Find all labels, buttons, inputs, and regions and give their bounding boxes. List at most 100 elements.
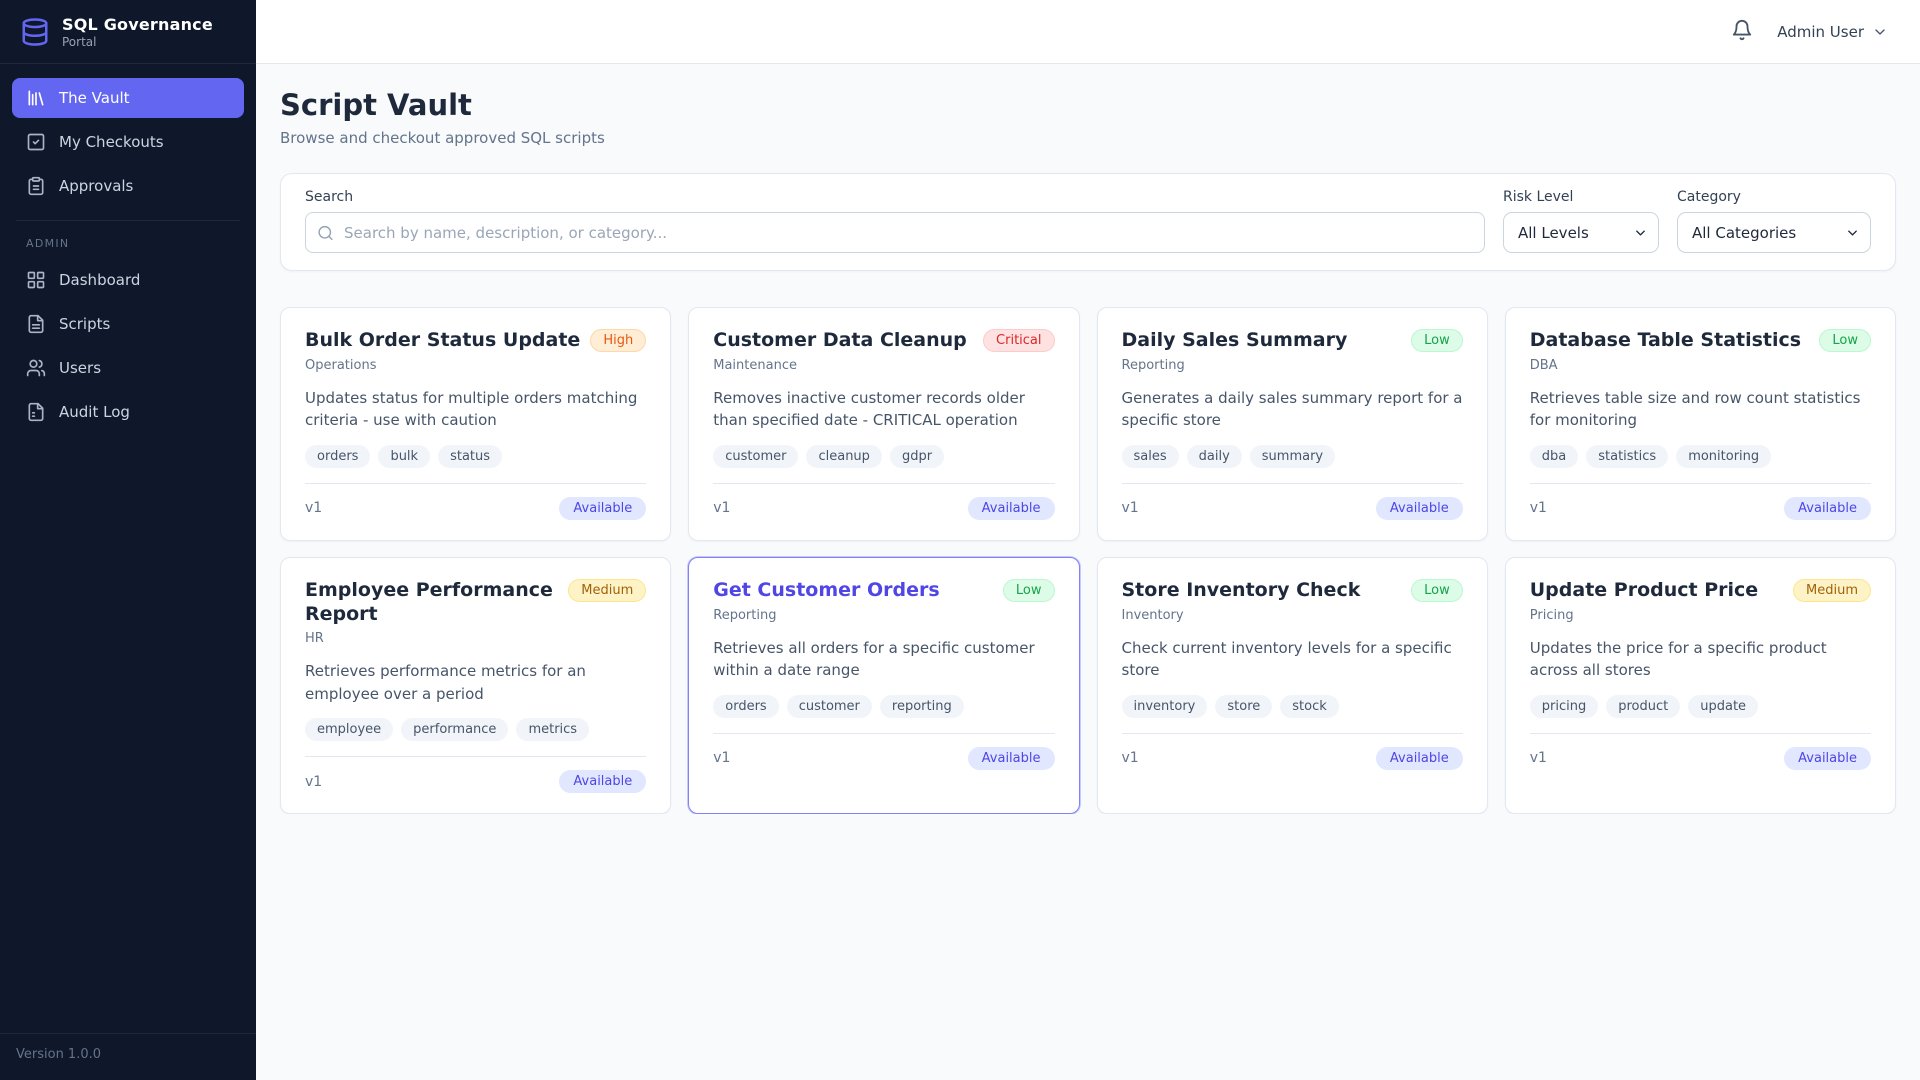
sidebar-item-dashboard[interactable]: Dashboard xyxy=(12,260,244,300)
script-card-store-inventory-check[interactable]: Store Inventory Check Low Inventory Chec… xyxy=(1096,556,1488,815)
tag-metrics: metrics xyxy=(516,718,590,742)
sidebar-item-audit-log[interactable]: Audit Log xyxy=(12,392,244,432)
script-card-header: Store Inventory Check Low xyxy=(1121,578,1463,603)
script-card-footer: v1 Available xyxy=(1121,732,1463,770)
sidebar-nav: The Vault My Checkouts Approvals ADMIN D… xyxy=(0,64,256,1033)
script-category: Pricing xyxy=(1529,607,1574,623)
page-subtitle: Browse and checkout approved SQL scripts xyxy=(280,129,605,147)
risk-level-select[interactable]: All Levels xyxy=(1503,212,1659,253)
script-description: Updates the price for a specific product… xyxy=(1529,638,1827,680)
sidebar-item-the-vault[interactable]: The Vault xyxy=(12,78,244,118)
script-version: v1 xyxy=(1529,500,1547,517)
script-description: Generates a daily sales summary report f… xyxy=(1121,388,1463,430)
script-card-database-table-statistics[interactable]: Database Table Statistics Low DBA Retrie… xyxy=(1504,307,1896,541)
file-text-icon xyxy=(26,314,46,334)
tag-store: store xyxy=(1215,694,1273,718)
script-tags: inventory store stock xyxy=(1121,694,1463,718)
script-version: v1 xyxy=(305,773,323,790)
risk-badge: Low xyxy=(1411,329,1463,352)
version-label: Version 1.0.0 xyxy=(0,1033,256,1080)
tag-cleanup: cleanup xyxy=(806,444,882,468)
bell-icon xyxy=(1731,19,1753,44)
tag-gdpr: gdpr xyxy=(889,444,945,468)
script-card-footer: v1 Available xyxy=(1529,732,1871,770)
checkbox-icon xyxy=(26,132,46,152)
file-icon xyxy=(26,402,46,422)
script-card-bulk-order-status-update[interactable]: Bulk Order Status Update High Operations… xyxy=(280,307,672,541)
script-card-footer: v1 Available xyxy=(305,756,647,794)
database-icon xyxy=(20,17,50,47)
filter-bar: Search Risk Level All Levels xyxy=(280,173,1896,271)
risk-badge: Low xyxy=(1002,578,1055,602)
risk-badge: High xyxy=(590,329,647,352)
tag-orders: orders xyxy=(713,694,779,718)
script-card-footer: v1 Available xyxy=(1529,482,1871,520)
script-card-customer-data-cleanup[interactable]: Customer Data Cleanup Critical Maintenan… xyxy=(688,307,1080,541)
page-title: Script Vault xyxy=(280,88,472,122)
tag-summary: summary xyxy=(1249,444,1336,468)
search-input[interactable] xyxy=(305,212,1485,253)
sidebar-item-my-checkouts[interactable]: My Checkouts xyxy=(12,122,244,162)
script-card-footer: v1 Available xyxy=(713,482,1055,520)
category-field-group: Category All Categories xyxy=(1677,189,1871,253)
logo-subtitle: Portal xyxy=(62,34,97,49)
status-badge: Available xyxy=(967,746,1055,770)
script-category: Maintenance xyxy=(713,357,797,373)
script-title: Update Product Price xyxy=(1529,578,1759,601)
script-card-footer: v1 Available xyxy=(1121,482,1463,520)
user-name: Admin User xyxy=(1777,22,1864,41)
users-icon xyxy=(26,358,46,378)
script-title: Customer Data Cleanup xyxy=(713,329,967,351)
tag-update: update xyxy=(1688,694,1759,718)
script-card-footer: v1 Available xyxy=(305,482,647,520)
script-description: Retrieves table size and row count stati… xyxy=(1529,388,1861,430)
script-card-header: Update Product Price Medium xyxy=(1529,578,1871,603)
category-select[interactable]: All Categories xyxy=(1677,212,1871,253)
chevron-down-icon xyxy=(1872,24,1888,40)
user-menu[interactable]: Admin User xyxy=(1777,23,1888,41)
script-card-footer: v1 Available xyxy=(713,732,1055,770)
status-badge: Available xyxy=(967,496,1055,520)
status-badge: Available xyxy=(1375,746,1463,770)
script-card-header: Customer Data Cleanup Critical xyxy=(713,329,1055,353)
script-category: Reporting xyxy=(713,607,777,623)
status-badge: Available xyxy=(1784,746,1871,770)
tag-monitoring: monitoring xyxy=(1676,444,1772,468)
risk-badge: Low xyxy=(1411,578,1463,602)
search-wrap xyxy=(305,212,1485,253)
tag-product: product xyxy=(1606,694,1681,718)
sidebar-item-users[interactable]: Users xyxy=(12,348,244,388)
script-tags: sales daily summary xyxy=(1121,444,1463,468)
script-card-get-customer-orders[interactable]: Get Customer Orders Low Reporting Retrie… xyxy=(688,556,1080,815)
clipboard-icon xyxy=(26,176,46,196)
script-title: Employee Performance Report xyxy=(305,578,553,625)
script-card-employee-performance-report[interactable]: Employee Performance Report Medium HR Re… xyxy=(280,556,672,815)
status-badge: Available xyxy=(559,496,647,520)
script-description: Retrieves performance metrics for an emp… xyxy=(305,662,586,703)
script-version: v1 xyxy=(305,500,323,517)
library-icon xyxy=(26,88,46,108)
script-title: Get Customer Orders xyxy=(713,578,940,601)
topbar: Admin User xyxy=(256,0,1920,64)
script-tags: dba statistics monitoring xyxy=(1529,444,1871,468)
tag-status: status xyxy=(438,444,503,468)
script-card-update-product-price[interactable]: Update Product Price Medium Pricing Upda… xyxy=(1504,556,1896,815)
script-card-daily-sales-summary[interactable]: Daily Sales Summary Low Reporting Genera… xyxy=(1096,307,1488,541)
script-card-header: Get Customer Orders Low xyxy=(713,578,1055,603)
risk-field-group: Risk Level All Levels xyxy=(1503,189,1659,253)
notifications-button[interactable] xyxy=(1731,19,1753,44)
script-title: Store Inventory Check xyxy=(1121,578,1361,601)
script-tags: customer cleanup gdpr xyxy=(713,444,1054,468)
risk-badge: Low xyxy=(1819,329,1871,352)
script-description: Check current inventory levels for a spe… xyxy=(1121,638,1452,680)
category-label: Category xyxy=(1677,189,1741,205)
script-version: v1 xyxy=(713,750,731,766)
tag-sales: sales xyxy=(1121,444,1179,468)
script-tags: employee performance metrics xyxy=(305,718,646,742)
grid-icon xyxy=(26,270,46,290)
admin-section-label: ADMIN xyxy=(26,237,70,250)
script-category: Inventory xyxy=(1121,607,1184,623)
sidebar-item-scripts[interactable]: Scripts xyxy=(12,304,244,344)
sidebar-item-approvals[interactable]: Approvals xyxy=(12,166,244,206)
